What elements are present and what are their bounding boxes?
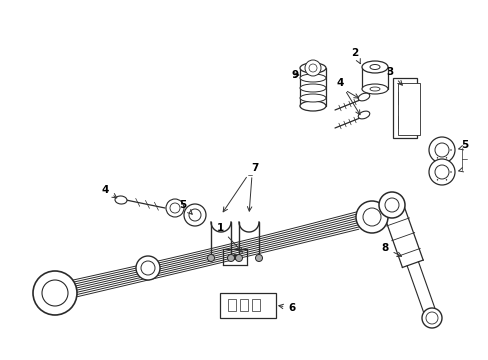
Text: 4: 4: [101, 185, 117, 198]
Text: 1: 1: [216, 223, 242, 252]
Text: 9: 9: [291, 70, 298, 80]
Circle shape: [305, 60, 320, 76]
Circle shape: [428, 137, 454, 163]
Circle shape: [207, 255, 214, 261]
Circle shape: [434, 165, 448, 179]
Circle shape: [421, 308, 441, 328]
Circle shape: [355, 201, 387, 233]
Bar: [227, 299, 236, 311]
Circle shape: [235, 255, 242, 261]
Ellipse shape: [369, 64, 379, 69]
Text: 4: 4: [336, 78, 343, 88]
Circle shape: [449, 171, 450, 172]
Circle shape: [449, 149, 450, 150]
Circle shape: [189, 209, 201, 221]
Circle shape: [425, 312, 437, 324]
Circle shape: [165, 199, 183, 217]
Circle shape: [170, 203, 180, 213]
Circle shape: [42, 280, 68, 306]
Circle shape: [428, 159, 454, 185]
Circle shape: [136, 256, 160, 280]
Circle shape: [232, 255, 237, 260]
Ellipse shape: [369, 87, 379, 91]
Text: 3: 3: [386, 67, 402, 85]
Ellipse shape: [299, 84, 325, 92]
Bar: [397, 83, 419, 135]
Circle shape: [378, 192, 404, 218]
Circle shape: [436, 157, 437, 158]
Circle shape: [308, 64, 316, 72]
Text: 7: 7: [251, 163, 258, 173]
Text: 5: 5: [179, 200, 192, 214]
Text: 5: 5: [461, 140, 468, 150]
Circle shape: [445, 157, 446, 158]
Circle shape: [141, 261, 155, 275]
Bar: [397, 116, 411, 128]
Bar: [251, 299, 260, 311]
Bar: [392, 78, 416, 138]
Ellipse shape: [115, 196, 127, 204]
Circle shape: [436, 179, 437, 180]
Circle shape: [384, 198, 398, 212]
Ellipse shape: [299, 63, 325, 73]
Ellipse shape: [299, 74, 325, 82]
Ellipse shape: [299, 94, 325, 102]
Text: 6: 6: [278, 303, 295, 313]
Ellipse shape: [361, 61, 387, 73]
Circle shape: [227, 255, 234, 261]
Bar: [397, 92, 411, 104]
Circle shape: [255, 255, 262, 261]
Ellipse shape: [358, 93, 369, 101]
Circle shape: [434, 143, 448, 157]
Ellipse shape: [358, 111, 369, 119]
Text: 2: 2: [351, 48, 360, 64]
Circle shape: [362, 208, 380, 226]
Ellipse shape: [361, 84, 387, 94]
Circle shape: [33, 271, 77, 315]
Bar: [240, 299, 247, 311]
Ellipse shape: [299, 101, 325, 111]
Bar: [220, 293, 275, 318]
Text: 8: 8: [381, 243, 401, 256]
Circle shape: [183, 204, 205, 226]
Circle shape: [445, 179, 446, 180]
